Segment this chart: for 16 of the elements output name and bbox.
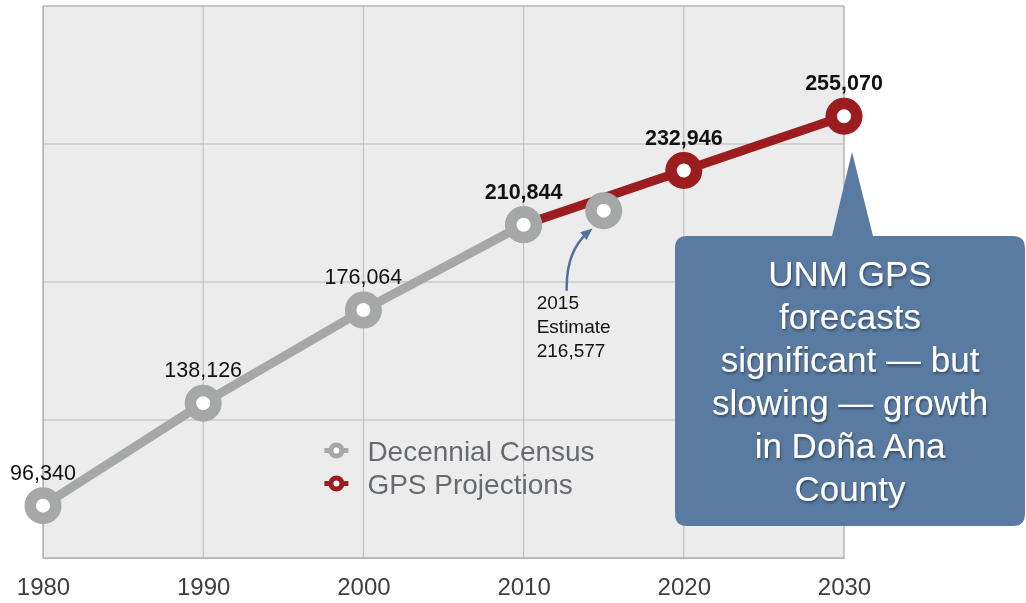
x-tick-label: 2010 bbox=[497, 573, 551, 601]
x-tick-label: 2000 bbox=[337, 573, 391, 601]
annotation: UNM GPS forecasts significant — but slowing — growth in Doña Ana County bbox=[711, 253, 989, 508]
data-label: 210,844 bbox=[484, 179, 563, 204]
legend-label: Decennial Census bbox=[367, 435, 595, 467]
data-label: 232,946 bbox=[644, 125, 723, 150]
data-label: 96,340 bbox=[10, 460, 76, 485]
data-label: 255,070 bbox=[805, 71, 883, 96]
x-tick-label: 1980 bbox=[16, 573, 71, 601]
legend-label: GPS Projections bbox=[367, 468, 573, 500]
data-label: 138,126 bbox=[164, 358, 243, 383]
x-tick-label: 1990 bbox=[177, 573, 231, 601]
x-tick-label: 2030 bbox=[817, 573, 872, 601]
annotation: 2015 Estimate 216,577 bbox=[536, 291, 611, 361]
x-tick-label: 2020 bbox=[657, 573, 711, 601]
data-label: 176,064 bbox=[324, 265, 403, 290]
